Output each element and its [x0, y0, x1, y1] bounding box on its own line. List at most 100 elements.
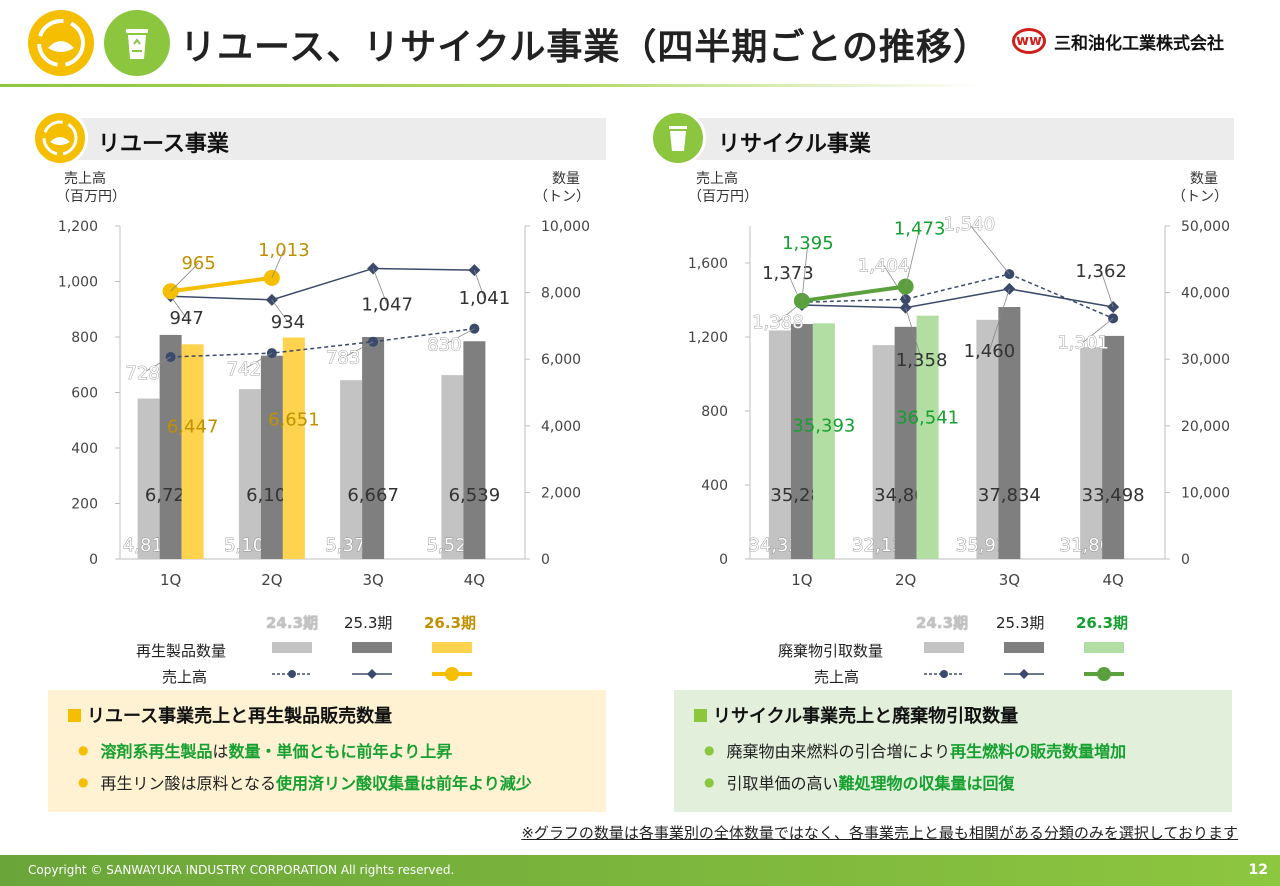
recycle-right-axis-title-line2: （トン） [1172, 189, 1228, 205]
reuse-summary-title-text: リユース事業売上と再生製品販売数量 [87, 706, 393, 727]
bullet-icon: ● [704, 775, 715, 789]
reuse-line-label-2: 1,041 [459, 288, 511, 309]
reuse-y-tick-label: 200 [71, 497, 98, 513]
copyright-text: Copyright © SANWAYUKA INDUSTRY CORPORATI… [28, 863, 455, 877]
reuse-x-tick-label: 4Q [464, 571, 485, 589]
recycle-left-axis-title-line2: （百万円） [688, 189, 758, 205]
recycle-summary-box: リサイクル事業売上と廃棄物引取数量 ● 廃棄物由来燃料の引合増により 再生燃料の… [674, 690, 1232, 812]
recycle-line-label-leader [1100, 270, 1114, 308]
recycle-bar-1-1Q [768, 330, 791, 559]
reuse-line-label-1: 742 [227, 359, 261, 380]
recycle-line-label-2: 1,373 [762, 263, 814, 284]
reuse-bar-label-3: 6,651 [268, 410, 320, 431]
recycle-line-1-marker [1004, 269, 1015, 280]
reuse-y2-tick-label: 10,000 [541, 219, 590, 235]
recycle-line-label-2: 1,460 [964, 341, 1016, 362]
recycle-chart: 0 400 800 1,200 1,600 0 10,000 20,000 30,000 40,0… [688, 214, 1230, 589]
recycle-line-label-leader [1082, 318, 1114, 343]
reuse-y2-tick-label: 6,000 [541, 352, 581, 368]
recycle-bullet2-text: 引取単価の高い [726, 774, 839, 793]
recycle-bar-1-2Q [872, 345, 895, 559]
reuse-bar-2-1Q [159, 334, 182, 559]
recycle-line-2 [801, 288, 1114, 309]
page-number: 12 [1248, 862, 1268, 878]
reuse-line-label-leader [243, 352, 273, 370]
reuse-legend-line-label: 売上高 [162, 668, 208, 686]
recycle-bar-2-1Q [790, 324, 813, 559]
reuse-section-bar [60, 118, 606, 160]
recycle-line-label-3: 1,473 [894, 218, 946, 239]
chart-footnote: ※グラフの数量は各事業別の全体数量ではなく、各事業売上と最も相関がある分類のみを… [521, 824, 1238, 842]
recycle-legend-swatch-26 [1084, 642, 1124, 653]
recycle-x-tick-label: 4Q [1102, 571, 1123, 589]
reuse-y-tick-label: 1,000 [58, 275, 98, 291]
reuse-bar-label-2: 6,539 [449, 485, 501, 506]
reuse-y-tick-label: 1,200 [58, 219, 98, 235]
recycle-bullet1-text: 廃棄物由来燃料の引合増により [726, 742, 951, 761]
reuse-legend-marker-26 [445, 667, 459, 681]
reuse-bar-1-2Q [238, 389, 261, 559]
reuse-x-tick-label: 1Q [160, 571, 181, 589]
reuse-line-label-2: 1,047 [361, 294, 413, 315]
recycle-bar-3-1Q [812, 323, 835, 559]
reuse-left-axis-title-line2: （百万円） [56, 189, 126, 205]
reuse-bullet2-highlight: 使用済リン酸収集量は前年より減少 [276, 774, 532, 793]
bullet-icon: ● [78, 775, 89, 789]
reuse-legend-marker-24 [288, 670, 296, 678]
company-name: 三和油化工業株式会社 [1054, 33, 1224, 54]
reuse-line-label-2: 934 [271, 312, 305, 333]
reuse-legend-swatch-26 [432, 642, 472, 653]
recycle-y-tick-label: 400 [701, 478, 728, 494]
reuse-line-3 [170, 275, 273, 294]
company-logo: ww 三和油化工業株式会社 [1012, 28, 1224, 54]
reuse-line-label-leader [271, 299, 289, 323]
reuse-line-label-1: 830 [427, 335, 461, 356]
reuse-bar-2-3Q [362, 336, 385, 559]
recycle-bar-label-2: 33,498 [1082, 485, 1145, 506]
reuse-line-label-leader [444, 328, 475, 346]
recycle-bar-1-4Q [1080, 347, 1103, 559]
reuse-summary-square-icon [68, 708, 81, 722]
recycle-y2-tick-label: 50,000 [1181, 219, 1230, 235]
reuse-line-label-leader [271, 249, 285, 279]
reuse-bullet2-text: 再生リン酸は原料となる [100, 774, 277, 793]
reuse-line-label-leader [170, 295, 187, 319]
reuse-bar-3-1Q [181, 344, 204, 559]
recycle-legend-swatch-25 [1004, 642, 1044, 653]
recycle-x-tick-label: 3Q [999, 571, 1020, 589]
reuse-section-title: リユース事業 [98, 132, 229, 157]
recycle-bullet1-highlight: 再生燃料の販売数量増加 [950, 742, 1127, 761]
recycle-bar-2-2Q [894, 326, 917, 559]
recycle-y2-tick-label: 40,000 [1181, 286, 1230, 302]
recycle-legend-period-26: 26.3期 [1076, 614, 1129, 632]
reuse-bullet1-highlight: 溶剤系再生製品 [100, 742, 213, 761]
recycle-summary-title: リサイクル事業売上と廃棄物引取数量 [694, 702, 1212, 728]
recycle-line-label-1: 1,540 [944, 214, 996, 235]
reuse-line-label-3: 965 [181, 253, 215, 274]
reuse-y-tick-label: 600 [71, 386, 98, 402]
reuse-x-tick-label: 3Q [362, 571, 383, 589]
page-title: リユース、リサイクル事業（四半期ごとの推移） [180, 27, 991, 68]
reuse-y2-tick-label: 0 [541, 552, 550, 568]
recycle-y2-tick-label: 20,000 [1181, 419, 1230, 435]
reuse-line-label-leader [142, 356, 171, 374]
reuse-bar-1-4Q [441, 375, 464, 559]
recycle-section-bar [676, 118, 1234, 160]
recycle-line-label-leader [969, 223, 1010, 275]
reuse-bar-2-4Q [463, 341, 486, 559]
reuse-line-label-leader [372, 268, 388, 305]
recycle-summary-square-icon [694, 708, 707, 722]
reuse-y2-tick-label: 2,000 [541, 485, 581, 501]
recycle-y-tick-label: 1,600 [688, 256, 728, 272]
reuse-right-axis-title-line2: （トン） [534, 189, 590, 205]
recycle-legend-swatches [924, 642, 1124, 681]
recycle-line-1 [801, 273, 1114, 320]
recycle-summary-title-text: リサイクル事業売上と廃棄物引取数量 [713, 706, 1019, 727]
recycle-bar-2-3Q [998, 307, 1021, 559]
recycle-right-axis-title-line1: 数量 [1190, 171, 1218, 187]
reuse-legend-period-25: 25.3期 [344, 614, 393, 632]
reuse-line-label-3: 1,013 [258, 240, 310, 261]
reuse-summary-title: リユース事業売上と再生製品販売数量 [68, 702, 586, 728]
reuse-legend-swatches [272, 642, 472, 681]
recycle-line-3 [801, 284, 906, 303]
